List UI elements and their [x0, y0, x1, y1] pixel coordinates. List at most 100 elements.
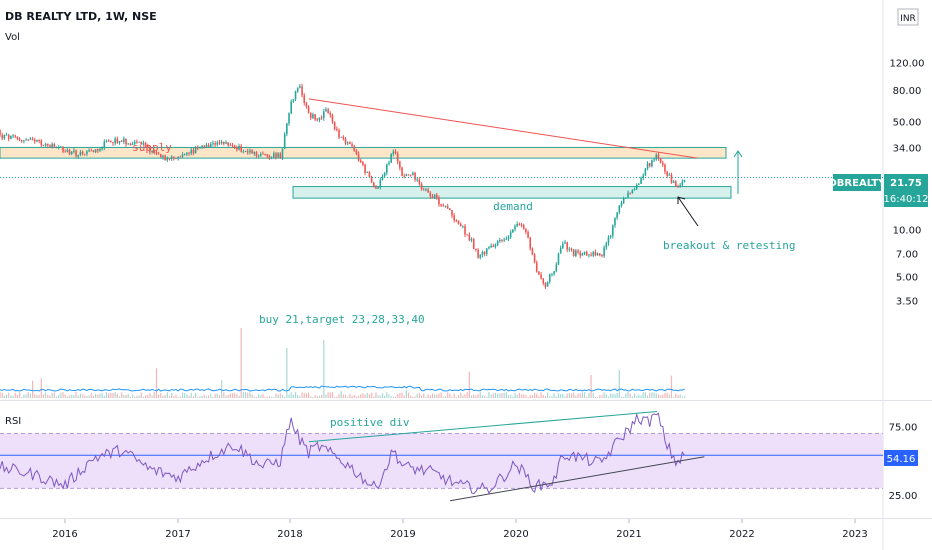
volume-bar [34, 394, 36, 398]
candle-body [47, 143, 49, 146]
volume-bar [444, 396, 447, 398]
rsi-upper-trendline [308, 411, 658, 443]
volume-bar [225, 395, 227, 398]
candle-body [548, 274, 551, 282]
rsi-band [0, 433, 883, 489]
candle-body [470, 239, 473, 241]
volume-bar [512, 396, 514, 398]
symbol-tag [833, 174, 881, 191]
candle-body [551, 273, 553, 275]
volume-bar [660, 395, 662, 398]
candle-body [581, 253, 584, 256]
volume-bar [375, 392, 377, 398]
demand-zone [292, 186, 732, 199]
volume-bar [266, 396, 268, 398]
candle-body [329, 113, 332, 116]
candle-body [253, 152, 256, 154]
volume-bar [73, 394, 75, 398]
volume-bar [271, 396, 273, 398]
volume-bar [540, 392, 542, 398]
volume-bar [486, 396, 488, 398]
volume-bar [18, 392, 21, 398]
volume-bar [570, 393, 573, 398]
candle-body [529, 237, 532, 249]
volume-bar [38, 394, 40, 398]
candle-body [540, 274, 542, 279]
volume-bar [544, 395, 547, 398]
volume-bar [288, 394, 290, 398]
volume-bar [353, 394, 355, 398]
candle-body [655, 154, 658, 160]
volume-bar [462, 395, 464, 398]
candle-body [562, 243, 564, 248]
candle-body [96, 149, 99, 151]
candle-body [579, 252, 582, 256]
candle-body [390, 154, 392, 163]
candle-body [212, 143, 214, 145]
volume-bar [0, 392, 1, 398]
candle-body [525, 228, 527, 233]
candle-body [162, 155, 164, 158]
candle-body [118, 141, 121, 143]
candle-body [672, 181, 675, 183]
candle-body [438, 197, 440, 205]
candle-body [142, 142, 145, 145]
volume-bar [397, 394, 399, 398]
candle-body [616, 212, 618, 219]
candle-body [416, 179, 419, 181]
volume-bar [149, 393, 151, 398]
buy-target-note: buy 21,target 23,28,33,40 [259, 313, 425, 326]
candle-body [414, 172, 416, 180]
currency-badge-label: INR [900, 14, 916, 24]
candle-body [346, 142, 349, 144]
volume-bar [221, 380, 223, 398]
time-axis-tick: 2022 [729, 529, 754, 540]
candle-body [585, 251, 588, 256]
candle-body [381, 176, 384, 180]
volume-bar [257, 394, 260, 398]
volume-bar [336, 396, 338, 398]
supply-label: supply [132, 141, 172, 154]
candle-body [273, 153, 275, 158]
candle-body [112, 142, 114, 144]
time-axis-tick: 2018 [277, 529, 302, 540]
volume-bar [188, 395, 190, 398]
volume-bar [429, 395, 431, 398]
target-arrow-head [733, 150, 743, 158]
candle-body [73, 150, 75, 152]
time-axis-tick: 2020 [503, 529, 528, 540]
candle-body [199, 147, 201, 149]
candle-body [512, 229, 514, 233]
candle-body [333, 122, 336, 129]
candle-body [622, 198, 625, 204]
volume-bar [340, 391, 342, 398]
candle-body [659, 158, 662, 163]
currency-badge[interactable] [897, 8, 919, 26]
candle-body [18, 138, 21, 141]
candle-body [49, 145, 51, 148]
volume-bar [531, 395, 534, 398]
volume-bar [481, 395, 484, 398]
candle-body [559, 247, 562, 254]
volume-bar [299, 396, 301, 398]
candle-body [668, 174, 671, 176]
candle-body [485, 248, 488, 254]
candle-body [646, 163, 649, 169]
price-axis-tick: 120.00 [890, 59, 925, 70]
candle-body [522, 225, 525, 229]
candle-body [344, 138, 347, 144]
volume-bar [438, 393, 440, 398]
candle-body [396, 153, 399, 162]
volume-bar [45, 392, 47, 398]
candle-body [557, 253, 560, 265]
volume-bar [260, 395, 262, 398]
volume-bar [173, 396, 175, 398]
candle-body [355, 150, 358, 154]
candle-body [516, 224, 518, 227]
volume-bar [55, 396, 58, 398]
candle-body [190, 149, 193, 154]
time-axis-tick: 2023 [842, 529, 867, 540]
candle-body [679, 184, 681, 187]
volume-bar [679, 394, 681, 398]
candle-body [301, 86, 303, 96]
